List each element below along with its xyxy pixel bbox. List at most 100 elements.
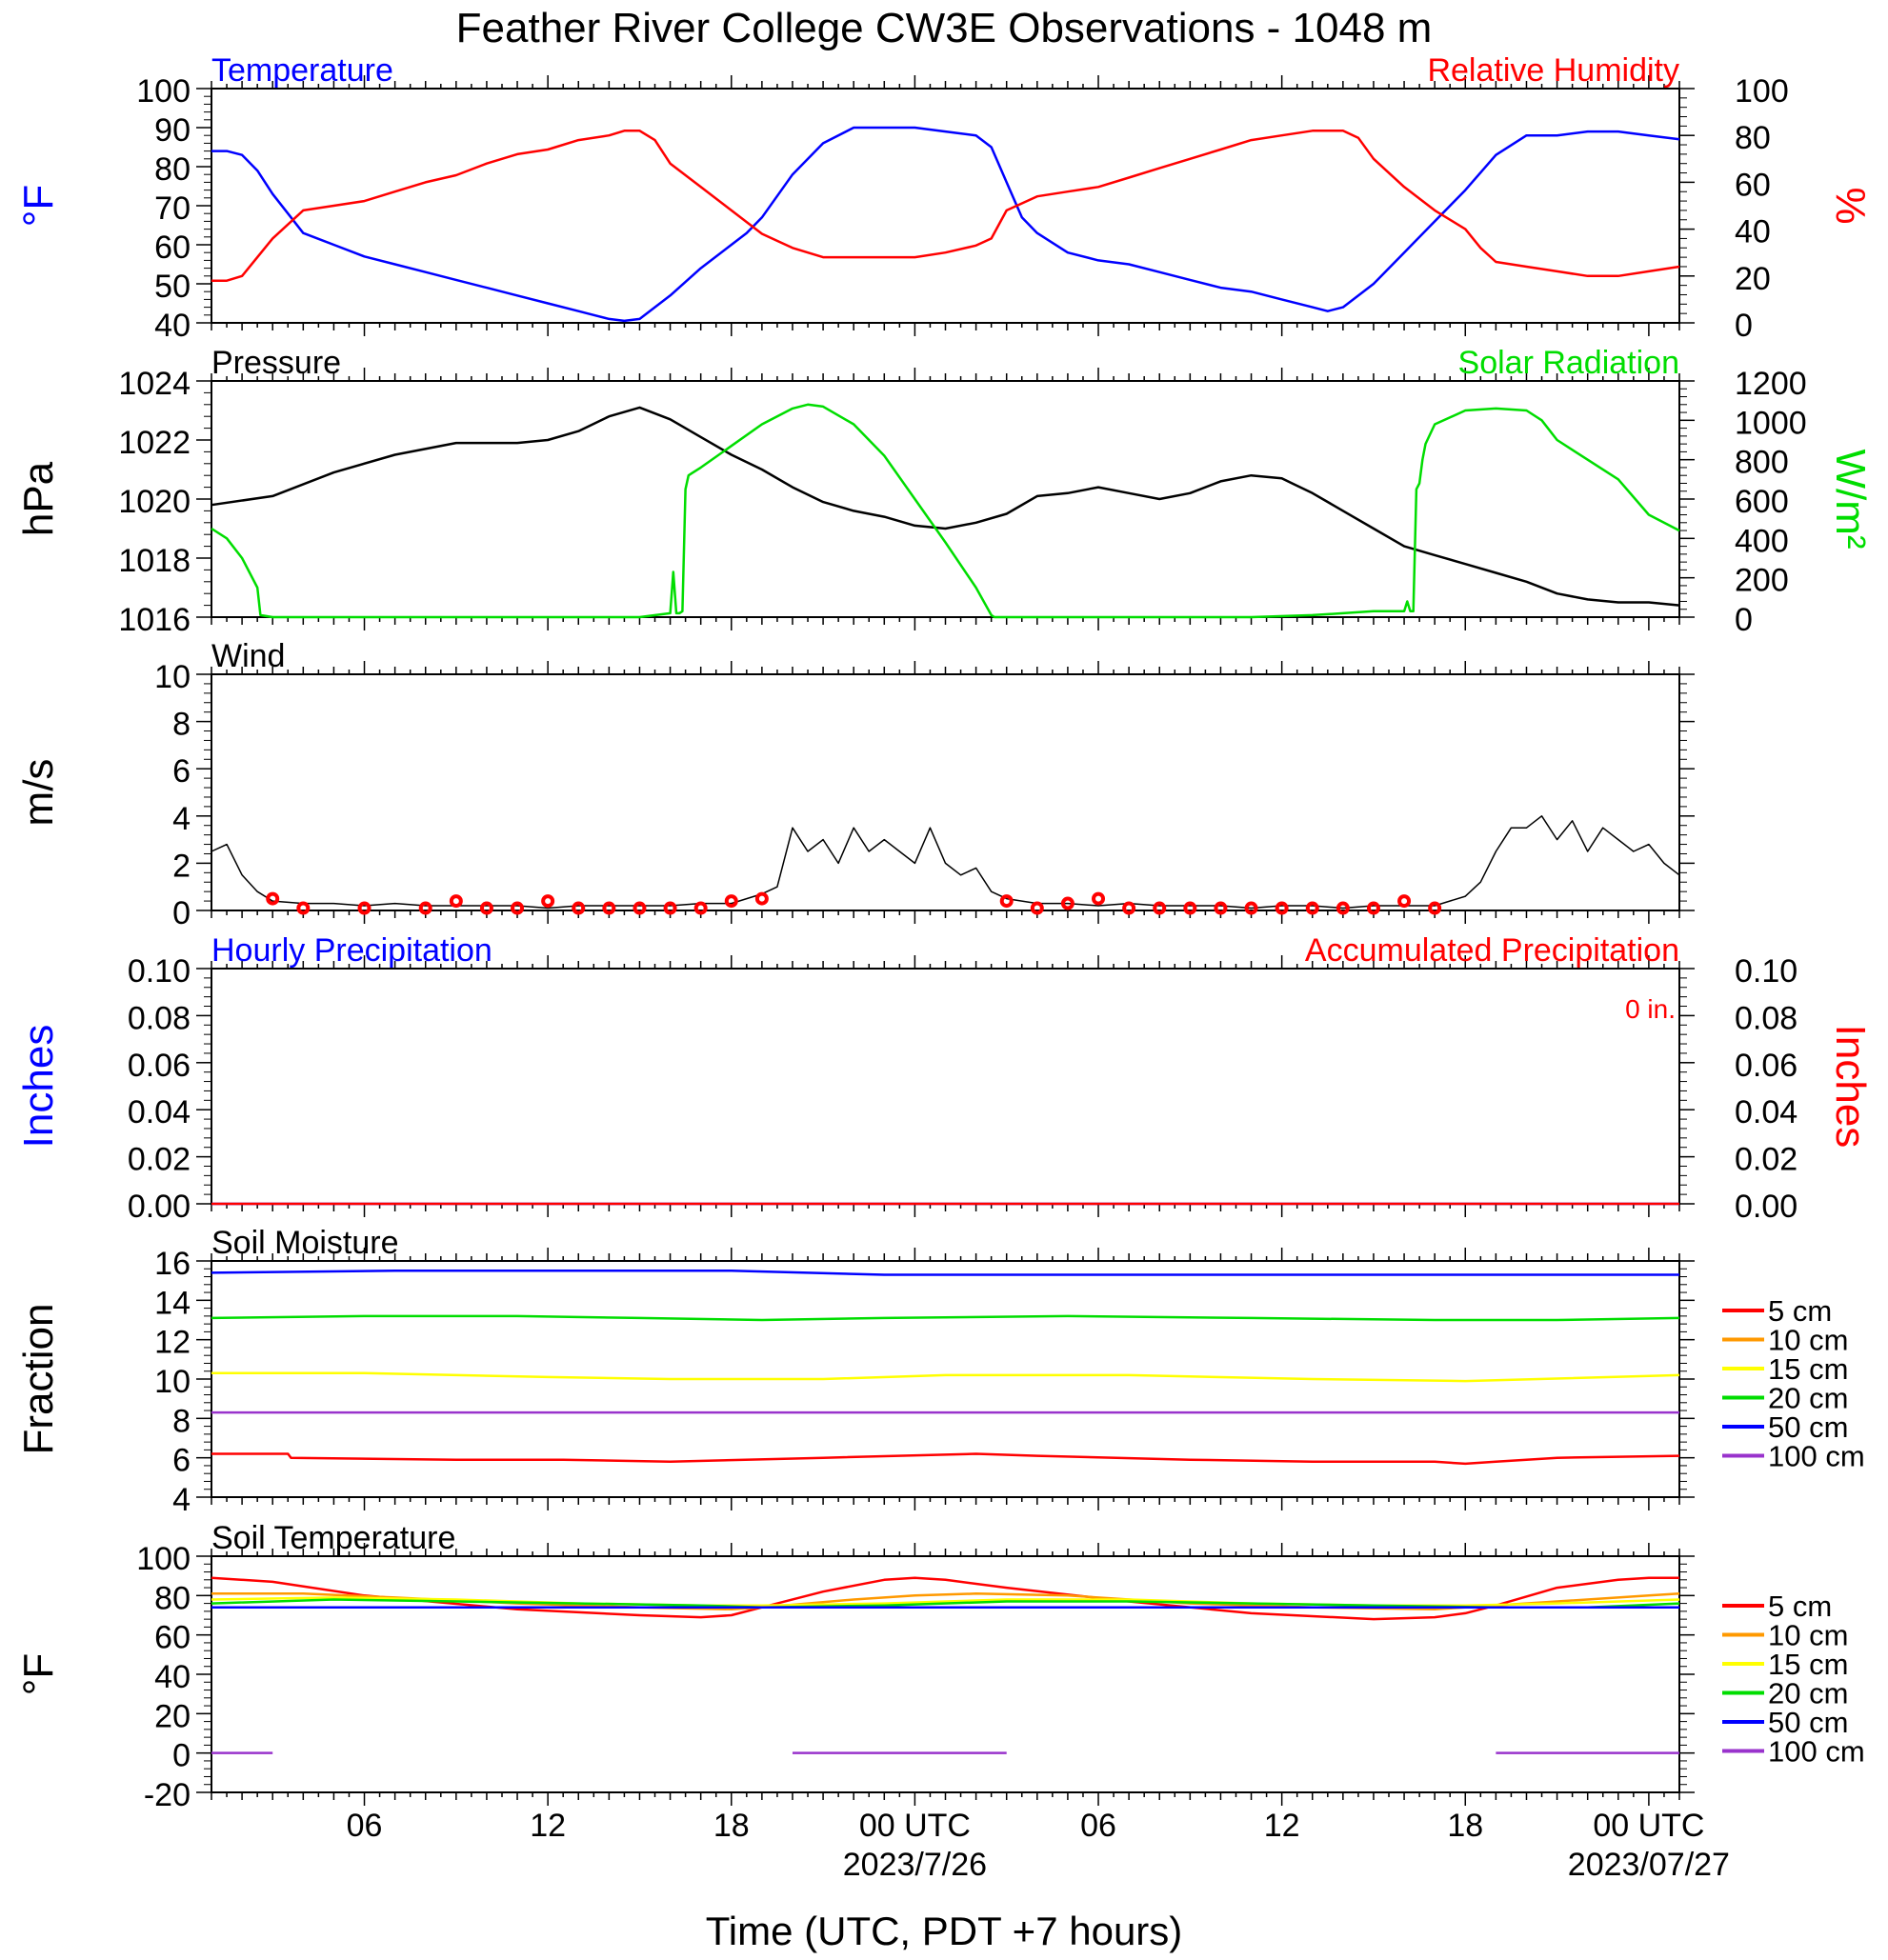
panel-frame [211, 88, 1680, 324]
panel-title-right: Solar Radiation [1458, 345, 1679, 381]
y-tick-label-left: 1018 [118, 543, 191, 579]
y-tick-label-left: 1024 [118, 366, 191, 402]
series-line [211, 1314, 1680, 1322]
y-tick-label-left: 0 [172, 895, 191, 931]
y-tick-label-left: 0.00 [128, 1189, 191, 1225]
series-line [211, 815, 1680, 910]
y-tick-label-right: 0.00 [1735, 1189, 1798, 1225]
wind-marker [541, 894, 555, 909]
x-axis-title: Time (UTC, PDT +7 hours) [706, 1909, 1183, 1953]
y-tick-label-left: 2 [172, 848, 191, 884]
y-tick-label-left: 8 [172, 1403, 191, 1439]
y-tick-label-right: 400 [1735, 523, 1789, 559]
x-tick-label: 00 UTC [859, 1808, 971, 1844]
y-tick-label-left: 0.08 [128, 1000, 191, 1036]
wind-marker [1366, 901, 1380, 915]
y-tick-label-left: 60 [154, 230, 191, 266]
panel-wind [196, 661, 1695, 924]
panel-temp_rh [196, 75, 1695, 336]
y-tick-label-left: 0.10 [128, 953, 191, 990]
panel-title-left: Pressure [211, 345, 341, 381]
y-tick-label-left: 1022 [118, 425, 191, 461]
panel-frame [211, 673, 1680, 911]
y-tick-label-left: 1016 [118, 602, 191, 638]
y-tick-label-left: 80 [154, 1580, 191, 1616]
panel-pressure_solar [196, 368, 1695, 630]
y-tick-label-left: 0.02 [128, 1142, 191, 1178]
y-tick-label-left: -20 [144, 1777, 191, 1813]
y-tick-label-left: 100 [136, 1541, 191, 1577]
y-tick-label-right: 60 [1735, 167, 1771, 203]
y-tick-label-left: 90 [154, 112, 191, 149]
legend-label: 100 cm [1768, 1735, 1865, 1769]
wind-marker [357, 901, 372, 915]
wind-marker [1397, 894, 1412, 909]
wind-marker [1214, 901, 1228, 915]
y-axis-title-left: m/s [15, 759, 62, 827]
wind-marker [418, 901, 432, 915]
y-tick-label-right: 800 [1735, 445, 1789, 481]
x-tick-label: 18 [713, 1808, 750, 1844]
wind-marker [1122, 901, 1136, 915]
wind-marker [1244, 901, 1258, 915]
y-axis-title-left: Fraction [15, 1304, 62, 1455]
y-axis-title-left: °F [15, 1653, 62, 1695]
legend-label: 10 cm [1768, 1619, 1848, 1652]
wind-marker [1428, 901, 1442, 915]
y-tick-label-left: 80 [154, 151, 191, 188]
y-tick-label-left: 50 [154, 269, 191, 305]
y-tick-label-left: 4 [172, 1482, 191, 1518]
panel-soil_moisture [196, 1248, 1764, 1510]
series-line [211, 403, 1680, 619]
panel-frame [211, 1260, 1680, 1498]
y-tick-label-left: 0.04 [128, 1094, 191, 1130]
legend-label: 100 cm [1768, 1440, 1865, 1473]
legend-label: 15 cm [1768, 1352, 1848, 1386]
wind-marker [754, 891, 769, 906]
x-tick-date-label: 2023/7/26 [843, 1847, 987, 1883]
wind-marker [1153, 901, 1167, 915]
y-tick-label-left: 70 [154, 190, 191, 227]
y-tick-label-left: 12 [154, 1325, 191, 1361]
y-tick-label-right: 0.10 [1735, 953, 1798, 990]
x-tick-label: 12 [1264, 1808, 1300, 1844]
y-axis-title-left: hPa [15, 461, 62, 536]
y-tick-label-right: 600 [1735, 484, 1789, 520]
page-title: Feather River College CW3E Observations … [456, 5, 1433, 51]
wind-marker [1030, 901, 1044, 915]
y-tick-label-left: 6 [172, 1443, 191, 1479]
wind-marker [1183, 901, 1197, 915]
y-tick-label-left: 0 [172, 1738, 191, 1774]
y-tick-label-right: 0.02 [1735, 1142, 1798, 1178]
x-tick-label: 12 [530, 1808, 566, 1844]
y-tick-label-left: 40 [154, 1659, 191, 1695]
y-axis-title-left: Inches [15, 1025, 62, 1149]
y-tick-label-left: 100 [136, 73, 191, 110]
wind-marker [1060, 896, 1075, 910]
y-tick-label-left: 0.06 [128, 1048, 191, 1084]
wind-marker [693, 901, 708, 915]
legend-label: 20 cm [1768, 1677, 1848, 1710]
x-tick-date-label: 2023/07/27 [1568, 1847, 1730, 1883]
wind-marker [511, 901, 525, 915]
y-axis-title-left: °F [15, 185, 62, 227]
accumulated-precip-value: 0 in. [1625, 994, 1676, 1024]
y-tick-label-right: 100 [1735, 73, 1789, 110]
y-tick-label-right: 0 [1735, 308, 1753, 344]
y-tick-label-right: 0.08 [1735, 1000, 1798, 1036]
y-tick-label-right: 0.04 [1735, 1094, 1798, 1130]
series-line [211, 1576, 1679, 1621]
y-tick-label-left: 4 [172, 801, 191, 837]
y-tick-label-left: 14 [154, 1285, 191, 1321]
y-tick-label-left: 8 [172, 707, 191, 743]
series-line [211, 130, 1680, 282]
wind-marker [1275, 901, 1289, 915]
y-tick-label-left: 1020 [118, 484, 191, 520]
panel-title-left: Soil Temperature [211, 1520, 455, 1556]
x-tick-label: 18 [1447, 1808, 1483, 1844]
y-tick-label-right: 0 [1735, 602, 1753, 638]
y-tick-label-right: 200 [1735, 563, 1789, 599]
